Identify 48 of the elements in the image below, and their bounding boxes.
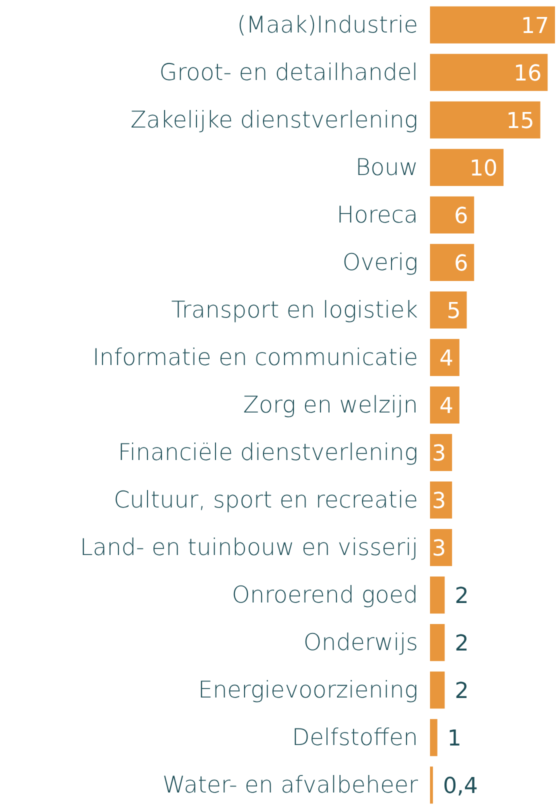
- y-tick-label: Onderwijs: [304, 630, 418, 656]
- y-tick-label: Bouw: [355, 154, 418, 181]
- y-tick-label: Cultuur, sport en recreatie: [114, 487, 418, 514]
- data-label: 4: [439, 394, 454, 419]
- data-label: 4: [439, 346, 454, 372]
- y-tick-label: Land- en tuinbouw en visserij: [80, 534, 418, 561]
- data-label: 0,4: [442, 774, 478, 800]
- bar: [430, 291, 467, 329]
- y-tick-label: Overig: [342, 250, 418, 276]
- y-tick-label: Energievoorziening: [198, 677, 418, 704]
- data-label: 5: [446, 298, 461, 324]
- y-tick-label: Zorg en welzijn: [243, 392, 418, 418]
- data-label: 16: [514, 61, 542, 86]
- bar: [430, 624, 445, 662]
- data-label: 2: [454, 584, 469, 609]
- y-tick-label: Onroerend goed: [232, 582, 418, 608]
- bar: [430, 54, 548, 91]
- bar: [430, 148, 504, 186]
- y-tick-label: Water- en afvalbeheer: [162, 772, 419, 798]
- data-label: 17: [521, 14, 549, 39]
- data-label: 3: [432, 536, 446, 562]
- bar: [430, 386, 460, 424]
- y-tick-label: Horeca: [336, 202, 418, 228]
- data-label: 1: [447, 726, 462, 752]
- bar: [430, 672, 445, 709]
- data-label: 2: [454, 631, 469, 656]
- bar: [430, 719, 438, 756]
- y-tick-label: (Maak)Industrie: [237, 12, 418, 38]
- data-label: 2: [454, 678, 469, 704]
- bar: [430, 338, 460, 376]
- y-tick-label: Informatie en communicatie: [92, 344, 418, 371]
- bar: [430, 6, 555, 44]
- bar: [430, 101, 540, 138]
- bar: [430, 766, 433, 804]
- data-label: 10: [470, 156, 498, 182]
- bar: [430, 576, 445, 614]
- y-tick-label: Groot- en detailhandel: [159, 60, 418, 86]
- bar: [430, 196, 474, 234]
- y-tick-label: Transport en logistiek: [171, 297, 418, 324]
- bar: [430, 244, 474, 281]
- data-label: 3: [432, 441, 446, 466]
- y-tick-label: Zakelijke dienstverlening: [130, 107, 418, 134]
- data-label: 6: [454, 204, 468, 229]
- data-label: 6: [454, 251, 468, 276]
- y-tick-label: Financiële dienstverlening: [118, 440, 418, 466]
- data-label: 15: [506, 108, 534, 134]
- data-label: 3: [432, 488, 446, 514]
- y-tick-label: Delfstoffen: [292, 724, 418, 751]
